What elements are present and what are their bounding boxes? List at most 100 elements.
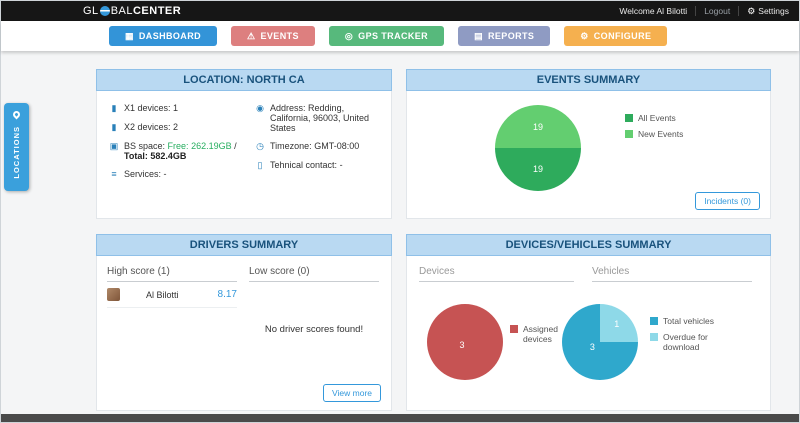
legend-item: Total vehicles — [650, 316, 735, 326]
services-field: ≡ Services: - — [109, 169, 249, 179]
vehicles-pie-chart: 3 1 — [562, 304, 638, 380]
logout-link[interactable]: Logout — [704, 6, 731, 16]
nav-events-button[interactable]: ⚠ EVENTS — [231, 26, 315, 46]
divider — [695, 6, 697, 16]
main-nav: ▦ DASHBOARD ⚠ EVENTS ◎ GPS TRACKER ▤ REP… — [1, 21, 799, 51]
nav-label: REPORTS — [487, 31, 535, 41]
footer-bar — [1, 414, 799, 422]
nav-label: CONFIGURE — [593, 31, 652, 41]
locations-side-tab[interactable]: LOCATIONS — [4, 103, 29, 191]
devices-pie-chart: 3 — [427, 304, 503, 380]
x2-devices-field: ▮ X2 devices: 2 — [109, 122, 249, 133]
legend-label-total-vehicles: Total vehicles — [663, 316, 715, 326]
globe-icon — [99, 6, 110, 16]
vehicles-legend: Total vehicles Overdue for download — [650, 316, 735, 358]
phone-icon: ▯ — [257, 160, 263, 170]
x2-label: X2 devices: — [124, 122, 171, 132]
bs-free-label: Free: — [167, 141, 189, 151]
legend-item: All Events — [625, 113, 683, 123]
low-score-header: Low score (0) — [249, 266, 379, 282]
app-logo: GL BAL CENTER — [83, 5, 181, 17]
driver-name: Al Bilotti — [146, 289, 179, 300]
legend-label-all-events: All Events — [638, 113, 676, 123]
low-score-column: Low score (0) No driver scores found! — [249, 266, 379, 335]
locations-tab-label: LOCATIONS — [12, 126, 21, 179]
top-bar: GL BAL CENTER Welcome Al Bilotti Logout ⚙ … — [1, 1, 799, 21]
divider — [738, 6, 740, 16]
high-score-header: High score (1) — [107, 266, 237, 282]
topbar-right: Welcome Al Bilotti Logout ⚙ Settings — [619, 6, 789, 17]
address-value: Redding, California, 96003, United State… — [270, 103, 370, 133]
report-icon: ▤ — [474, 30, 483, 41]
nav-label: DASHBOARD — [138, 31, 202, 41]
timezone-label: Timezone: — [270, 141, 312, 151]
location-fields-right: ◉ Address: Redding, California, 96003, U… — [255, 103, 383, 179]
pie-value-total-vehicles: 3 — [589, 341, 595, 352]
location-card: LOCATION: NORTH CA ▮ X1 devices: 1 ▮ X2 … — [96, 69, 392, 219]
legend-item: New Events — [625, 129, 683, 139]
bs-total-value: 582.4GB — [150, 151, 187, 161]
settings-link[interactable]: Settings — [758, 6, 789, 16]
legend-swatch-assigned-devices — [510, 325, 518, 333]
pie-value-assigned-devices: 3 — [459, 340, 465, 351]
x2-value: 2 — [173, 122, 179, 132]
dashboard-icon: ▦ — [125, 30, 134, 41]
welcome-text: Welcome Al Bilotti — [619, 6, 688, 16]
timezone-field: ◷ Timezone: GMT-08:00 — [255, 141, 383, 152]
driver-avatar — [107, 288, 120, 301]
nav-label: EVENTS — [260, 31, 299, 41]
clock-icon: ◷ — [256, 141, 264, 151]
pie-value-new-events: 19 — [532, 122, 544, 133]
incidents-button[interactable]: Incidents (0) — [695, 192, 760, 210]
legend-label-new-events: New Events — [638, 129, 684, 139]
drivers-card-title: DRIVERS SUMMARY — [96, 234, 392, 256]
main-content: LOCATIONS LOCATION: NORTH CA ▮ X1 device… — [1, 51, 799, 416]
location-pin-icon — [11, 109, 22, 120]
contact-field: ▯ Tehnical contact: - — [255, 160, 383, 171]
nav-label: GPS TRACKER — [358, 31, 429, 41]
logo-text-bal: BAL — [110, 5, 133, 17]
device-icon: ▮ — [111, 122, 117, 132]
bs-label: BS space: — [124, 141, 166, 151]
warning-icon: ⚠ — [247, 30, 256, 41]
x1-value: 1 — [173, 103, 179, 113]
pie-value-overdue: 1 — [614, 318, 620, 329]
services-value: - — [163, 169, 167, 179]
devices-vehicles-card: DEVICES/VEHICLES SUMMARY Devices Vehicle… — [406, 234, 771, 411]
events-legend: All Events New Events — [625, 113, 683, 145]
legend-item: Assigned devices — [510, 324, 580, 344]
contact-label: Tehnical contact: — [270, 160, 338, 170]
legend-swatch-overdue — [650, 333, 658, 341]
driver-score: 8.17 — [217, 289, 237, 300]
logo-text-gl: GL — [83, 5, 99, 17]
devices-column-header: Devices — [419, 266, 574, 282]
device-icon: ▮ — [111, 103, 117, 113]
events-card-title: EVENTS SUMMARY — [406, 69, 771, 91]
high-score-column: High score (1) Al Bilotti 8.17 — [107, 266, 237, 308]
services-label: Services: — [124, 169, 162, 179]
address-pin-icon: ◉ — [256, 103, 264, 113]
services-icon: ≡ — [111, 169, 117, 179]
gps-pin-icon: ◎ — [344, 30, 354, 41]
configure-gear-icon: ⚙ — [580, 30, 589, 41]
x1-label: X1 devices: — [124, 103, 171, 113]
nav-dashboard-button[interactable]: ▦ DASHBOARD — [109, 26, 218, 46]
location-card-body: ▮ X1 devices: 1 ▮ X2 devices: 2 ▣ BS spa… — [96, 91, 392, 219]
vehicles-column-header: Vehicles — [592, 266, 752, 282]
nav-gps-tracker-button[interactable]: ◎ GPS TRACKER — [328, 26, 445, 46]
x1-devices-field: ▮ X1 devices: 1 — [109, 103, 249, 114]
bs-separator: / — [234, 141, 237, 151]
events-card-body: 19 19 All Events New Events Incidents (0… — [406, 91, 771, 219]
drivers-summary-card: DRIVERS SUMMARY High score (1) Al Bilott… — [96, 234, 392, 411]
logo-text-center: CENTER — [132, 5, 182, 17]
nav-configure-button[interactable]: ⚙ CONFIGURE — [564, 26, 668, 46]
view-more-button[interactable]: View more — [323, 384, 381, 402]
devices-legend: Assigned devices — [510, 324, 580, 350]
location-card-title: LOCATION: NORTH CA — [96, 69, 392, 91]
address-label: Address: — [270, 103, 306, 113]
bs-space-field: ▣ BS space: Free: 262.19GB / Total: 582.… — [109, 141, 249, 161]
devices-vehicles-card-body: Devices Vehicles 3 Assigned devices 3 1 — [406, 256, 771, 411]
nav-reports-button[interactable]: ▤ REPORTS — [458, 26, 551, 46]
driver-row[interactable]: Al Bilotti 8.17 — [107, 282, 237, 308]
